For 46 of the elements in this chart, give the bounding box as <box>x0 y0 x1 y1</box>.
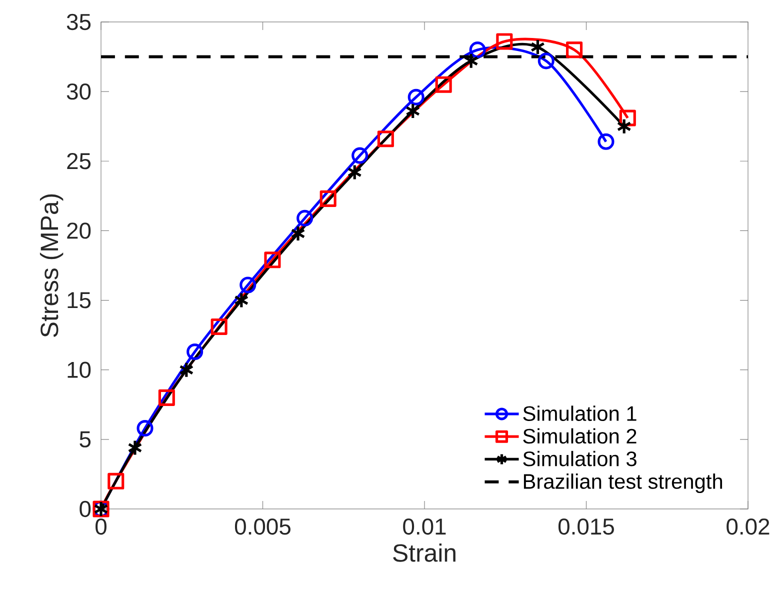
point <box>530 38 546 56</box>
point <box>616 118 632 135</box>
x-tick-label: 0.005 <box>234 518 290 535</box>
point <box>296 210 314 226</box>
x-tick-label: 0.02 <box>726 518 770 535</box>
point <box>538 52 554 70</box>
x-axis-title: Strain <box>393 544 456 562</box>
point <box>566 42 583 58</box>
point <box>408 88 424 106</box>
point <box>210 318 228 335</box>
x-tick-label: 0 <box>96 518 106 535</box>
point <box>435 76 452 93</box>
point <box>186 343 204 360</box>
point <box>136 420 154 437</box>
y-axis-title: Stress (MPa) <box>40 194 64 338</box>
point <box>496 33 513 50</box>
point <box>264 252 281 268</box>
point <box>377 130 394 148</box>
point <box>290 225 306 242</box>
point <box>352 147 368 164</box>
y-tick-label: 15 <box>68 292 91 308</box>
point <box>179 362 194 378</box>
x-tick-label: 0.015 <box>558 518 614 535</box>
point <box>406 102 420 120</box>
legend-label: Simulation 2 <box>523 428 636 444</box>
point <box>128 439 142 456</box>
legend-label: Simulation 1 <box>523 406 636 422</box>
point <box>598 133 614 150</box>
y-tick-label: 30 <box>66 83 91 100</box>
point <box>469 42 486 58</box>
y-tick-label: 0 <box>80 500 91 518</box>
y-tick-label: 5 <box>80 431 91 448</box>
point <box>347 164 362 181</box>
point <box>320 190 336 207</box>
x-tick-label: 0.01 <box>403 518 446 535</box>
y-tick-label: 10 <box>68 362 91 378</box>
point <box>108 472 124 490</box>
y-tick-label: 20 <box>67 222 91 239</box>
point <box>158 389 175 406</box>
y-tick-label: 35 <box>66 14 91 30</box>
legend-label: Simulation 3 <box>523 450 636 466</box>
point <box>234 292 249 309</box>
y-tick-label: 25 <box>67 153 91 170</box>
point <box>240 276 256 294</box>
legend-label: Brazilian test strength <box>524 474 722 494</box>
point <box>464 52 478 70</box>
